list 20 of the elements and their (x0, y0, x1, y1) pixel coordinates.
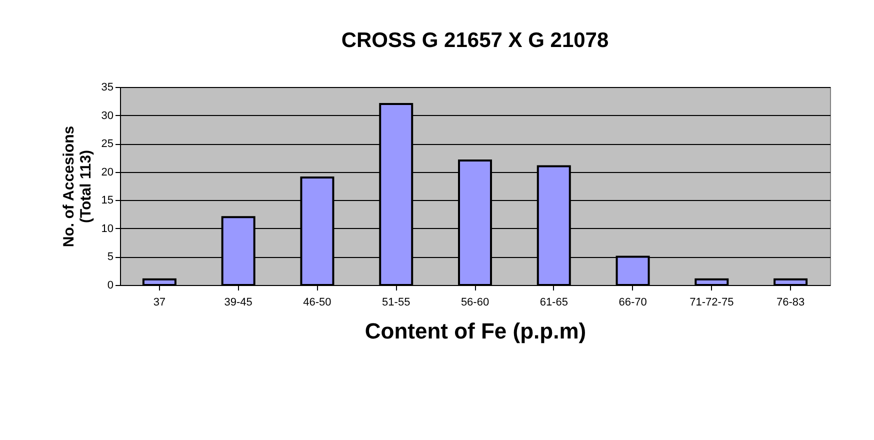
y-tick-label: 5 (107, 251, 114, 264)
x-tick-label: 76-83 (776, 296, 805, 308)
y-tick-label: 30 (101, 110, 114, 122)
y-tick-label: 10 (101, 222, 114, 235)
y-tick-label: 0 (107, 280, 114, 292)
y-tick-label: 25 (101, 138, 114, 150)
y-tick-label: 35 (101, 82, 114, 94)
x-tick-label: 66-70 (618, 296, 647, 308)
y-tick-label: 20 (101, 166, 114, 178)
x-tick-label: 46-50 (303, 296, 332, 308)
x-tick-label: 56-60 (460, 296, 490, 308)
chart-title: CROSS G 21657 X G 21078 (341, 29, 609, 52)
x-tick-label: 71-72-75 (690, 296, 734, 308)
y-tick-label: 15 (101, 194, 114, 207)
x-tick-label: 37 (153, 296, 166, 308)
x-tick-label: 39-45 (224, 296, 252, 308)
x-tick-label: 61-65 (540, 296, 568, 308)
x-axis-title: Content of Fe (p.p.m) (364, 318, 586, 344)
y-axis-title: No. of Accesions (Total 113) (60, 126, 94, 248)
x-tick-label: 51-55 (382, 296, 410, 308)
